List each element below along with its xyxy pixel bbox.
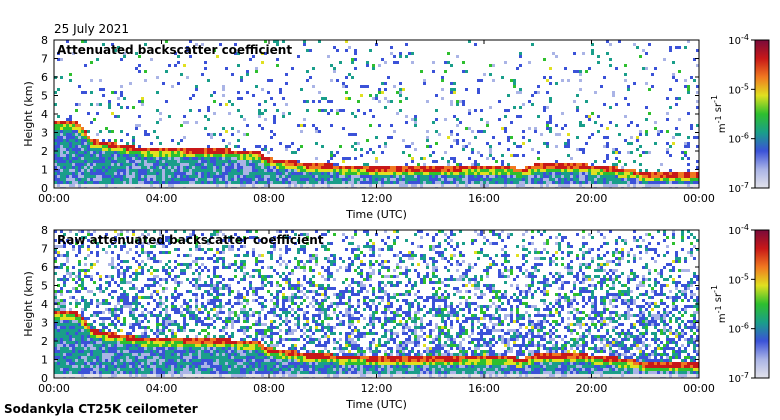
- colorbar-label: m-1 sr-1: [710, 95, 728, 133]
- x-tick-label: 00:00: [683, 192, 715, 205]
- x-tick-label: 00:00: [38, 382, 70, 395]
- y-tick-label: 6: [41, 261, 48, 274]
- y-tick-label: 4: [41, 298, 48, 311]
- colorbar-label: m-1 sr-1: [710, 285, 728, 323]
- y-tick-label: 7: [41, 53, 48, 66]
- y-tick-label: 0: [41, 372, 48, 385]
- colorbar-tick-label: 10-6: [728, 322, 749, 336]
- x-tick-label: 04:00: [146, 382, 178, 395]
- y-tick-label: 8: [41, 224, 48, 237]
- x-tick-label: 16:00: [468, 192, 500, 205]
- y-tick-label: 4: [41, 108, 48, 121]
- x-tick-label: 12:00: [361, 382, 393, 395]
- date-label: 25 July 2021: [54, 22, 129, 36]
- x-tick-label: 20:00: [576, 382, 608, 395]
- y-axis-label: Height (km): [22, 81, 35, 147]
- colorbar-tick-label: 10-5: [728, 82, 749, 96]
- y-tick-label: 2: [41, 335, 48, 348]
- y-tick-label: 6: [41, 71, 48, 84]
- y-tick-label: 2: [41, 145, 48, 158]
- y-tick-label: 7: [41, 243, 48, 256]
- x-tick-label: 08:00: [253, 382, 285, 395]
- y-tick-label: 8: [41, 34, 48, 47]
- panel-title: Raw attenuated backscatter coefficient: [57, 233, 324, 247]
- x-tick-label: 04:00: [146, 192, 178, 205]
- colorbar-tick-label: 10-6: [728, 132, 749, 146]
- backscatter-cells: [54, 40, 699, 188]
- backscatter-cells: [54, 230, 699, 378]
- x-tick-label: 08:00: [253, 192, 285, 205]
- colorbar-tick-label: 10-7: [728, 181, 749, 195]
- x-axis-label: Time (UTC): [345, 208, 407, 221]
- panel-title: Attenuated backscatter coefficient: [57, 43, 292, 57]
- x-tick-label: 16:00: [468, 382, 500, 395]
- x-tick-label: 00:00: [683, 382, 715, 395]
- colorbar-tick-label: 10-7: [728, 371, 749, 385]
- x-tick-label: 00:00: [38, 192, 70, 205]
- site-label: Sodankyla CT25K ceilometer: [4, 402, 198, 416]
- colorbar-tick-label: 10-4: [728, 33, 749, 47]
- y-tick-label: 5: [41, 90, 48, 103]
- y-tick-label: 3: [41, 317, 48, 330]
- y-axis-label: Height (km): [22, 271, 35, 337]
- backscatter-field: [54, 40, 699, 188]
- y-tick-label: 1: [41, 354, 48, 367]
- panel-raw-attenuated-backscatter: Raw attenuated backscatter coefficient00…: [22, 223, 770, 411]
- y-tick-label: 0: [41, 182, 48, 195]
- x-tick-label: 12:00: [361, 192, 393, 205]
- y-tick-label: 3: [41, 127, 48, 140]
- colorbar: [754, 39, 770, 189]
- colorbar-tick-label: 10-4: [728, 223, 749, 237]
- colorbar: [754, 229, 770, 379]
- backscatter-field: [54, 230, 699, 378]
- y-tick-label: 5: [41, 280, 48, 293]
- x-tick-label: 20:00: [576, 192, 608, 205]
- y-tick-label: 1: [41, 164, 48, 177]
- colorbar-tick-label: 10-5: [728, 272, 749, 286]
- x-axis-label: Time (UTC): [345, 398, 407, 411]
